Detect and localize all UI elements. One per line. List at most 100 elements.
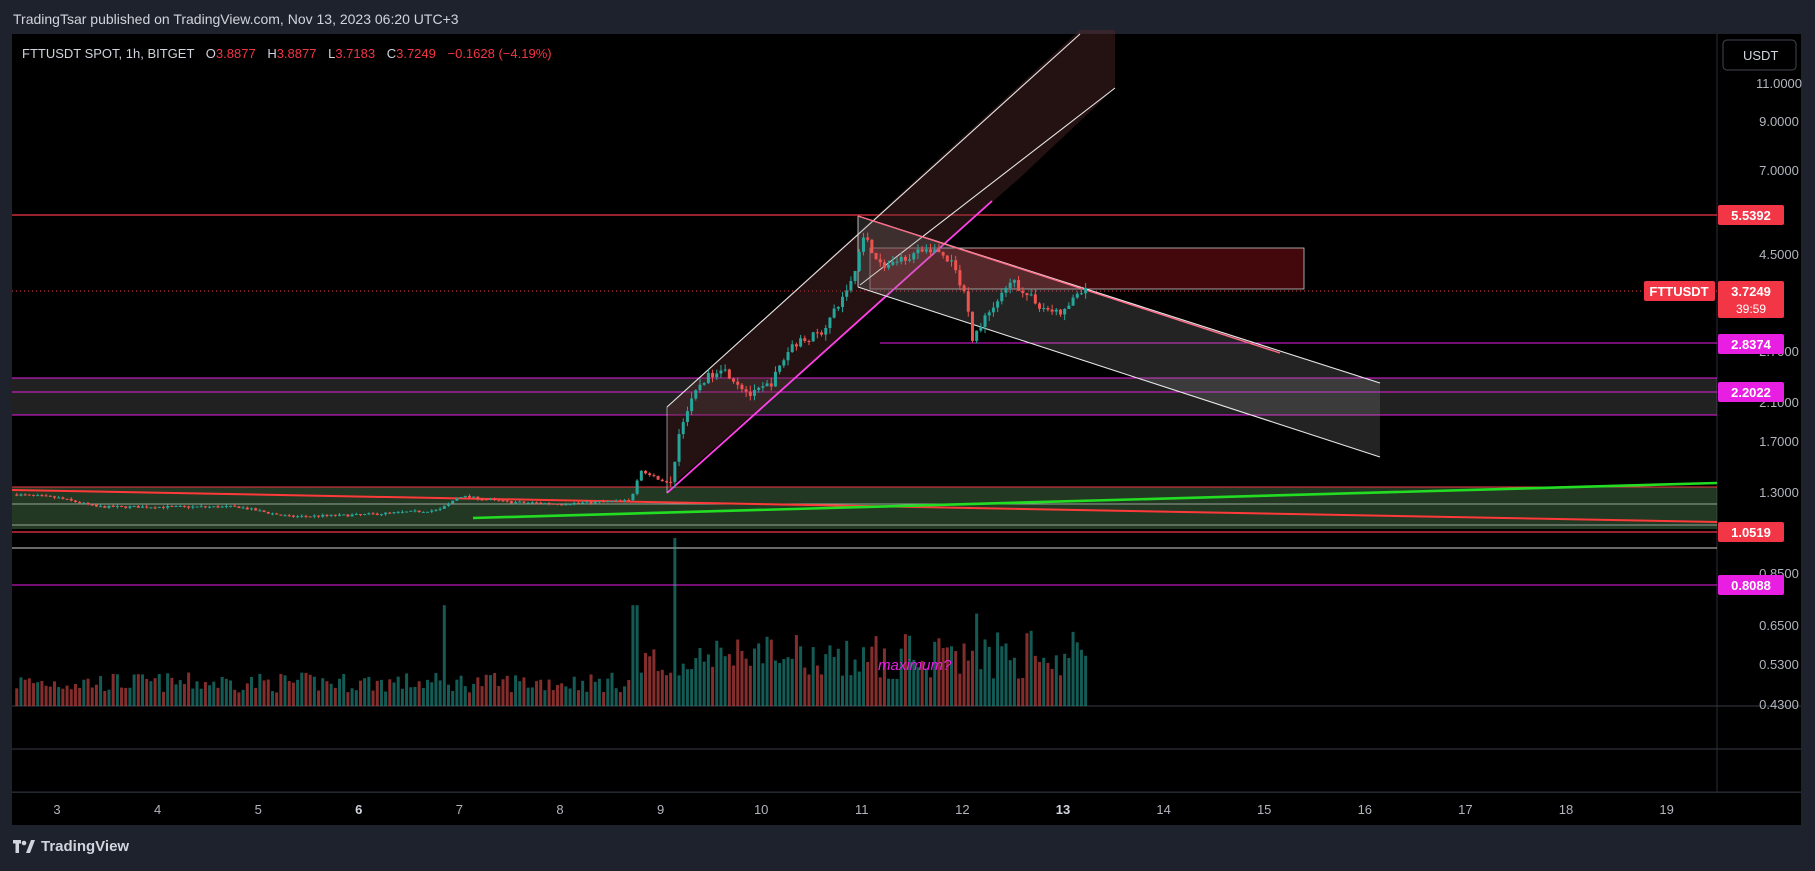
candle[interactable]	[296, 516, 300, 518]
candle[interactable]	[627, 500, 631, 502]
candle[interactable]	[916, 249, 920, 254]
candle[interactable]	[174, 505, 178, 507]
candle[interactable]	[447, 503, 451, 506]
candle[interactable]	[585, 501, 589, 503]
candle[interactable]	[778, 365, 782, 372]
candle[interactable]	[757, 387, 761, 390]
candle[interactable]	[375, 513, 379, 515]
time-axis[interactable]: 3 4 5 6 7 8 9 10 11 12 13 14 15 16 17 18 19	[53, 802, 1673, 817]
candle[interactable]	[631, 493, 635, 501]
candle[interactable]	[317, 515, 321, 517]
annotation-text[interactable]: maximum?	[878, 657, 952, 674]
candle[interactable]	[199, 506, 203, 508]
candle[interactable]	[233, 505, 237, 507]
candle[interactable]	[765, 383, 769, 387]
candle[interactable]	[329, 514, 333, 516]
candle[interactable]	[811, 332, 815, 342]
candle[interactable]	[547, 503, 551, 505]
candles[interactable]	[15, 232, 1088, 519]
candle[interactable]	[1063, 308, 1067, 315]
candle[interactable]	[65, 498, 69, 500]
candle[interactable]	[677, 434, 681, 462]
candle[interactable]	[1021, 290, 1025, 294]
candle[interactable]	[711, 373, 715, 378]
candle[interactable]	[669, 481, 673, 483]
candle[interactable]	[635, 480, 639, 494]
candle[interactable]	[321, 514, 325, 517]
candle[interactable]	[849, 281, 853, 291]
candle[interactable]	[820, 332, 824, 335]
candle[interactable]	[472, 496, 476, 498]
candle[interactable]	[342, 514, 346, 516]
candle[interactable]	[698, 384, 702, 391]
candle[interactable]	[182, 505, 186, 507]
candle[interactable]	[212, 506, 216, 508]
candle[interactable]	[706, 373, 710, 384]
candle[interactable]	[145, 506, 149, 508]
candle[interactable]	[614, 500, 618, 502]
candle[interactable]	[275, 513, 279, 515]
candle[interactable]	[367, 513, 371, 515]
candle[interactable]	[149, 507, 153, 509]
candle[interactable]	[996, 301, 1000, 308]
candle[interactable]	[1084, 287, 1088, 294]
candle[interactable]	[455, 498, 459, 501]
candle[interactable]	[505, 500, 509, 502]
candle[interactable]	[803, 338, 807, 341]
candle[interactable]	[979, 326, 983, 331]
candle[interactable]	[815, 332, 819, 334]
candle[interactable]	[1054, 309, 1058, 312]
candle[interactable]	[488, 498, 492, 500]
candle[interactable]	[576, 502, 580, 504]
candle[interactable]	[346, 514, 350, 517]
volume-bars[interactable]	[15, 538, 1088, 706]
candle[interactable]	[920, 249, 924, 252]
candle[interactable]	[86, 502, 90, 505]
candle[interactable]	[560, 504, 564, 506]
candle[interactable]	[807, 340, 811, 342]
candle[interactable]	[40, 495, 44, 497]
candle[interactable]	[1079, 293, 1083, 295]
candle[interactable]	[1067, 305, 1071, 309]
candle[interactable]	[44, 495, 48, 497]
candle[interactable]	[241, 507, 245, 509]
candle[interactable]	[132, 505, 136, 507]
candle[interactable]	[23, 494, 27, 496]
candle[interactable]	[673, 461, 677, 482]
candle[interactable]	[363, 514, 367, 516]
candle[interactable]	[82, 502, 86, 504]
candle[interactable]	[283, 515, 287, 517]
candle[interactable]	[610, 501, 614, 503]
candle[interactable]	[103, 506, 107, 508]
candle[interactable]	[732, 378, 736, 382]
candle[interactable]	[484, 499, 488, 501]
candle[interactable]	[245, 507, 249, 510]
candle[interactable]	[664, 481, 668, 483]
candle[interactable]	[501, 500, 505, 502]
candle[interactable]	[195, 506, 199, 508]
candle[interactable]	[157, 506, 161, 508]
candle[interactable]	[593, 501, 597, 504]
candle[interactable]	[262, 510, 266, 512]
candle[interactable]	[1033, 294, 1037, 304]
candle[interactable]	[120, 505, 124, 507]
candle[interactable]	[459, 497, 463, 499]
candle[interactable]	[740, 384, 744, 390]
candle[interactable]	[970, 311, 974, 341]
candle[interactable]	[497, 499, 501, 501]
candle[interactable]	[52, 496, 56, 498]
candle[interactable]	[761, 386, 765, 388]
candle[interactable]	[400, 511, 404, 513]
candle[interactable]	[719, 370, 723, 374]
candle[interactable]	[153, 507, 157, 509]
candle[interactable]	[602, 501, 606, 503]
last-price-label[interactable]: 3.7249 39:59	[1718, 281, 1784, 318]
candle[interactable]	[48, 495, 52, 497]
candle[interactable]	[224, 506, 228, 508]
candle[interactable]	[539, 502, 543, 504]
candle[interactable]	[1075, 293, 1079, 298]
candle[interactable]	[836, 306, 840, 309]
candle[interactable]	[685, 411, 689, 423]
candle[interactable]	[564, 504, 568, 506]
candle[interactable]	[841, 296, 845, 307]
